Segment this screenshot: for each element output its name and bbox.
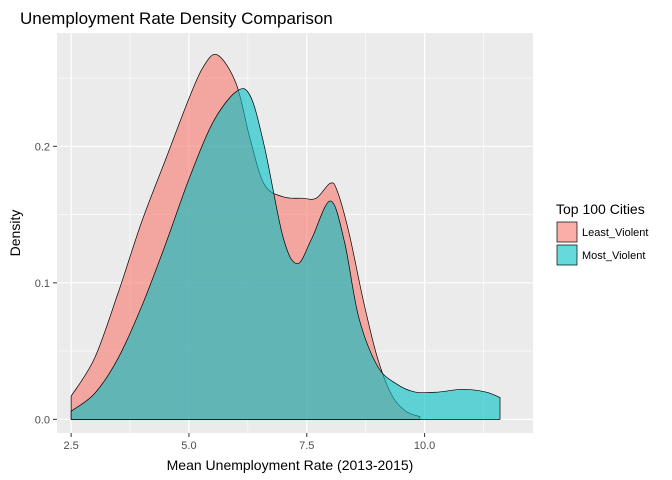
y-tick-label: 0.0 (35, 414, 50, 426)
density-area-most-violent (70, 88, 501, 420)
legend-title: Top 100 Cities (556, 201, 645, 217)
y-axis-ticks: 0.0 0.1 0.2 (35, 141, 57, 426)
legend-label: Most_Violent (582, 250, 645, 262)
x-tick-label: 5.0 (181, 440, 196, 452)
density-areas (70, 53, 501, 420)
x-axis-ticks: 2.5 5.0 7.5 10.0 (63, 433, 435, 452)
x-axis-title: Mean Unemployment Rate (2013-2015) (167, 457, 414, 473)
x-tick-label: 7.5 (299, 440, 314, 452)
legend: Top 100 Cities Least_Violent Most_Violent (556, 201, 648, 266)
x-tick-label: 2.5 (63, 440, 78, 452)
chart-title: Unemployment Rate Density Comparison (20, 9, 333, 28)
y-tick-label: 0.1 (35, 278, 50, 290)
legend-key-least-violent (556, 221, 578, 243)
y-tick-label: 0.2 (35, 141, 50, 153)
x-tick-label: 10.0 (414, 440, 435, 452)
legend-label: Least_Violent (582, 227, 648, 239)
y-axis-title: Density (7, 210, 23, 257)
legend-key-most-violent (556, 244, 578, 266)
